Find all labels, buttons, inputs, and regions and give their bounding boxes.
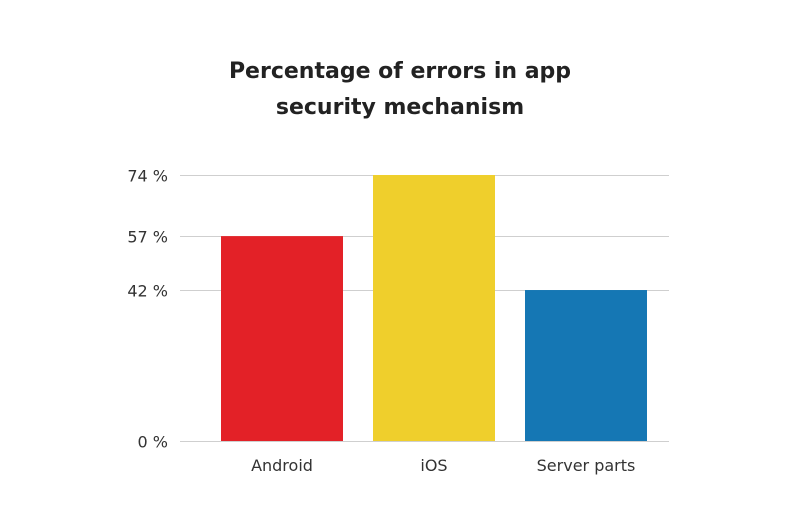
y-tick-label: 42 % [127, 282, 168, 301]
x-tick-label: iOS [420, 456, 447, 475]
bar-server-parts [525, 290, 647, 441]
chart-title-line-1: Percentage of errors in app [228, 59, 572, 84]
y-tick-label: 0 % [138, 433, 168, 452]
x-axis-labels: Android iOS Server parts [251, 456, 635, 475]
bars [221, 175, 647, 441]
x-tick-label: Server parts [537, 456, 636, 475]
chart-title: Percentage of errors in app security mec… [0, 54, 800, 126]
y-tick-label: 57 % [127, 228, 168, 247]
bar-android [221, 236, 343, 441]
chart-title-line-2: security mechanism [275, 95, 525, 120]
y-axis-ticks: 0 % 42 % 57 % 74 % [127, 167, 168, 452]
bar-ios [373, 175, 495, 441]
x-tick-label: Android [251, 456, 313, 475]
y-tick-label: 74 % [127, 167, 168, 186]
